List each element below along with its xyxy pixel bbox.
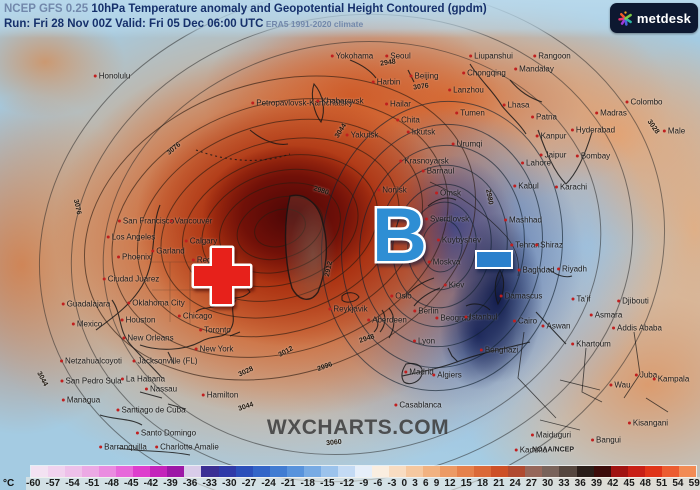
colorbar-tick-label: 27 <box>525 478 537 489</box>
colorbar-tick-label: -42 <box>143 478 159 489</box>
colorbar-tick-label: 9 <box>433 478 440 489</box>
model-name: NCEP GFS 0.25 <box>4 3 89 15</box>
colorbar-tick-label: -3 <box>387 478 397 489</box>
colorbar-segment <box>82 466 100 477</box>
colorbar-segment <box>423 466 441 477</box>
metdesk-logo: metdesk <box>610 3 698 33</box>
colorbar-segment <box>167 466 185 477</box>
colorbar-tick-label: 18 <box>476 478 489 489</box>
colorbar-tick-label: 39 <box>590 478 603 489</box>
colorbar-segment <box>31 466 49 477</box>
colorbar-tick-label: -24 <box>261 478 276 489</box>
colorbar-tick-label: 59 <box>688 478 700 489</box>
colorbar-tick-label: -15 <box>320 478 335 489</box>
colorbar-tick-label: 24 <box>509 478 521 489</box>
colorbar-tick-label: 30 <box>542 478 554 489</box>
colorbar-tick-label: -39 <box>163 478 178 489</box>
colorbar-tick-label: -51 <box>84 478 100 489</box>
colorbar-segment <box>337 466 355 477</box>
colorbar-segment <box>661 466 679 477</box>
colorbar-tick-label: 3 <box>412 478 418 489</box>
colorbar-tick-label: 33 <box>558 478 570 489</box>
colorbar-tick-label: -57 <box>45 478 61 489</box>
colorbar-segment <box>406 466 424 477</box>
colorbar-segment <box>116 466 134 477</box>
colorbar-segment <box>235 466 253 477</box>
colorbar-tick-label: -45 <box>124 478 139 489</box>
colorbar-segment <box>457 466 475 477</box>
colorbar-tick-label: -9 <box>359 478 369 489</box>
run-valid-line: Run: Fri 28 Nov 00Z Valid: Fri 05 Dec 06… <box>4 17 700 31</box>
colorbar-tick-label: -21 <box>280 478 296 489</box>
colorbar-tick-label: -36 <box>182 478 198 489</box>
colorbar-segment <box>150 466 168 477</box>
colorbar-segment <box>218 466 236 477</box>
run-valid-text: Run: Fri 28 Nov 00Z Valid: Fri 05 Dec 06… <box>4 18 264 30</box>
colorbar-segment <box>474 466 492 477</box>
colorbar-segment <box>388 466 407 477</box>
colorbar <box>30 465 697 478</box>
wxcharts-watermark: WXCHARTS.COM <box>266 416 450 439</box>
colorbar-tick-label: -33 <box>202 478 217 489</box>
colorbar-tick-label: -27 <box>241 478 257 489</box>
colorbar-tick-label: 45 <box>623 478 635 489</box>
colorbar-tick-label: 51 <box>656 478 668 489</box>
colorbar-segment <box>303 466 321 477</box>
colorbar-tick-label: 21 <box>493 478 505 489</box>
colorbar-tick-label: 48 <box>639 478 651 489</box>
colorbar-segment <box>133 466 151 477</box>
colorbar-segment <box>678 466 696 477</box>
colorbar-segment <box>559 466 577 477</box>
colorbar-tick-label: -12 <box>339 478 355 489</box>
colorbar-segment <box>644 466 662 477</box>
colorbar-segment <box>525 466 543 477</box>
colorbar-tick-label: -48 <box>104 478 119 489</box>
colorbar-segment <box>542 466 560 477</box>
colorbar-segment <box>440 466 458 477</box>
colorbar-segment <box>184 466 202 477</box>
colorbar-segment <box>371 466 389 477</box>
colorbar-segment <box>201 466 219 477</box>
colorbar-tick-label: -54 <box>65 478 80 489</box>
colorbar-segment <box>593 466 611 477</box>
colorbar-segment <box>576 466 594 477</box>
colorbar-tick-label: 15 <box>460 478 472 489</box>
colorbar-tick-label: -6 <box>373 478 383 489</box>
colorbar-segment <box>320 466 338 477</box>
colorbar-segment <box>627 466 645 477</box>
colorbar-segment <box>491 466 509 477</box>
starburst-icon <box>618 10 632 26</box>
colorbar-tick-label: 54 <box>672 478 684 489</box>
colorbar-tick-label: -60 <box>26 478 41 489</box>
colorbar-ticks: -60 -57 -54 -51 -48 -45 -42 -39 -36 -33 -30 -27 -24-… <box>26 477 700 490</box>
metdesk-wordmark: metdesk <box>636 10 692 26</box>
noaa-ncep-attribution: NOAA/NCEP <box>531 446 575 454</box>
colorbar-tick-label: 42 <box>607 478 619 489</box>
colorbar-tick-label: -30 <box>222 478 237 489</box>
colorbar-segment <box>48 466 66 477</box>
colorbar-segment <box>65 466 83 477</box>
colorbar-unit: °C <box>3 478 15 489</box>
colorbar-tick-label: -18 <box>300 478 315 489</box>
colorbar-tick-label: 6 <box>422 478 429 489</box>
chart-header: NCEP GFS 0.25 10hPa Temperature anomaly … <box>0 0 700 38</box>
colorbar-tick-label: 12 <box>444 478 456 489</box>
colorbar-segment <box>610 466 628 477</box>
colorbar-segment <box>252 466 270 477</box>
colorbar-segment <box>99 466 117 477</box>
colorbar-segment <box>354 466 372 477</box>
colorbar-segment <box>286 466 304 477</box>
colorbar-segment <box>508 466 526 477</box>
chart-title: 10hPa Temperature anomaly and Geopotenti… <box>88 3 487 15</box>
climate-baseline-note: ERA5 1991-2020 climate <box>263 19 364 29</box>
colorbar-segment <box>269 466 287 477</box>
colorbar-tick-label: 0 <box>401 478 408 489</box>
chart-title-line: NCEP GFS 0.25 10hPa Temperature anomaly … <box>4 2 700 17</box>
colorbar-tick-label: 36 <box>574 478 586 489</box>
